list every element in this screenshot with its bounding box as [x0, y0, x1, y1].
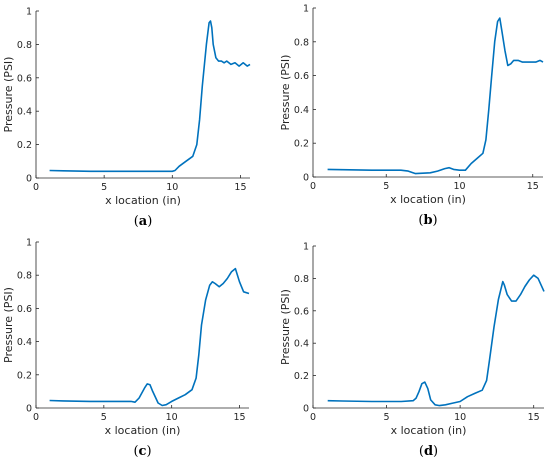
x-tick-label: 15 — [527, 181, 539, 192]
y-tick-label: 0.8 — [294, 37, 309, 48]
x-tick-label: 10 — [166, 182, 178, 193]
x-tick-label: 15 — [528, 412, 540, 423]
chart-panel-c: 0 5 10 15 0 0.2 0.4 0.6 0.8 1 x location (in) Press… — [2, 238, 250, 459]
y-tick-label: 0.2 — [17, 370, 32, 381]
chart-panel-d: 0 5 10 15 0 0.2 0.4 0.6 0.8 1 x location (in) Press… — [279, 242, 545, 459]
x-axis-label: x location (in) — [391, 424, 467, 437]
y-axis-label: Pressure (PSI) — [2, 57, 15, 133]
panel-caption: (d) — [419, 444, 438, 459]
x-tick-label: 15 — [233, 412, 245, 423]
y-axis-label: Pressure (PSI) — [2, 287, 15, 363]
y-tick-label: 1 — [303, 4, 309, 15]
y-tick-label: 1 — [26, 7, 32, 18]
y-tick-label: 1 — [26, 238, 32, 249]
chart-panel-b: 0 5 10 15 0 0.2 0.4 0.6 0.8 1 x location (in) Press… — [279, 4, 544, 228]
y-tick-label: 0.8 — [17, 271, 32, 282]
y-tick-label: 0.8 — [294, 274, 309, 285]
y-axis-label: Pressure (PSI) — [279, 289, 292, 365]
y-tick-label: 0.6 — [294, 306, 309, 317]
x-tick-label: 0 — [33, 412, 39, 423]
y-tick-label: 0 — [303, 173, 309, 184]
x-axis-label: x location (in) — [105, 424, 181, 437]
y-axis-label: Pressure (PSI) — [279, 55, 292, 131]
y-tick-label: 0.8 — [17, 40, 32, 51]
x-tick-label: 10 — [166, 412, 178, 423]
y-tick-label: 0.2 — [294, 139, 309, 150]
x-tick-label: 10 — [454, 412, 466, 423]
y-tick-label: 0 — [26, 404, 32, 415]
x-tick-label: 5 — [101, 412, 107, 423]
y-tick-label: 0.6 — [17, 73, 32, 84]
y-tick-label: 0.4 — [17, 337, 32, 348]
panel-caption: (c) — [133, 444, 151, 459]
x-tick-label: 5 — [383, 181, 389, 192]
x-tick-label: 0 — [33, 182, 39, 193]
chart-panel-a: 0 5 10 15 0 0.2 0.4 0.6 0.8 1 x location (in) Press… — [2, 7, 251, 229]
x-axis-label: x location (in) — [390, 193, 466, 206]
y-tick-label: 0.6 — [294, 71, 309, 82]
series-line — [327, 274, 545, 407]
y-tick-label: 0 — [303, 404, 309, 415]
y-tick-label: 0.2 — [17, 140, 32, 151]
y-tick-label: 0.6 — [17, 304, 32, 315]
x-tick-label: 10 — [453, 181, 465, 192]
x-tick-label: 5 — [101, 182, 107, 193]
y-tick-label: 0.2 — [294, 371, 309, 382]
panel-caption: (b) — [418, 213, 437, 228]
x-tick-label: 0 — [310, 412, 316, 423]
series-line — [49, 267, 250, 407]
y-tick-label: 1 — [303, 242, 309, 253]
series-line — [327, 17, 544, 175]
y-tick-label: 0.4 — [294, 339, 309, 350]
panel-caption: (a) — [134, 214, 153, 229]
y-tick-label: 0.4 — [17, 107, 32, 118]
y-tick-label: 0.4 — [294, 105, 309, 116]
x-tick-label: 0 — [310, 181, 316, 192]
series-line — [49, 20, 251, 173]
y-tick-label: 0 — [26, 174, 32, 185]
x-tick-label: 5 — [384, 412, 390, 423]
x-axis-label: x location (in) — [105, 194, 181, 207]
x-tick-label: 15 — [234, 182, 246, 193]
